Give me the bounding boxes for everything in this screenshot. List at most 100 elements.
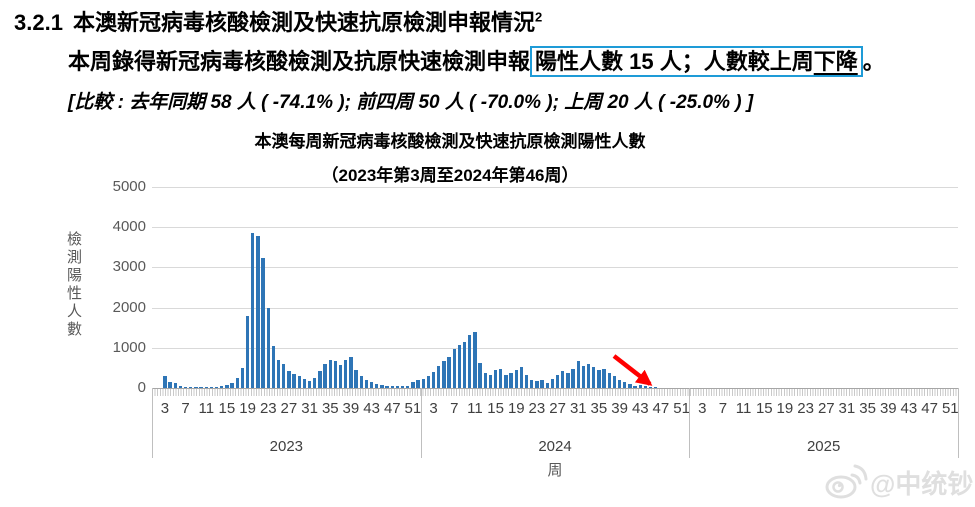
- bar: [251, 233, 255, 388]
- highlight-underlined-text: 下降: [813, 49, 858, 74]
- y-tick-label: 3000: [112, 258, 146, 276]
- x-tick-label: 47: [652, 400, 670, 417]
- bar: [638, 385, 642, 388]
- weibo-icon: [825, 464, 868, 499]
- bar: [261, 258, 265, 388]
- bar: [457, 345, 462, 388]
- bar: [493, 370, 498, 388]
- x-tick-label: 27: [549, 400, 566, 417]
- bar: [220, 386, 224, 388]
- bar: [540, 380, 544, 388]
- x-tick-label: 23: [528, 400, 546, 417]
- x-tick-label: 11: [467, 400, 483, 417]
- gridline-4000: [152, 227, 958, 229]
- chart-subtitle: （2023年第3周至2024年第46周）: [321, 166, 579, 185]
- x-tick-label: 7: [181, 400, 190, 417]
- bar: [566, 372, 570, 388]
- chart-title: 本澳每周新冠病毒核酸檢測及快速抗原檢測陽性人數: [254, 132, 646, 151]
- axis-separator: [958, 388, 959, 458]
- footnote-marker: 2: [534, 9, 543, 25]
- bar: [478, 362, 482, 388]
- y-axis-title: 檢測陽性人數: [65, 231, 82, 339]
- bar: [648, 387, 653, 388]
- x-tick-label: 31: [301, 400, 318, 417]
- section-number: 3.2.1: [14, 10, 63, 35]
- x-tick-label: 19: [239, 400, 256, 417]
- summary-line: 本周錄得新冠病毒核酸檢測及抗原快速檢測申報 陽性人數 15 人；人數較上周下降。: [68, 44, 885, 78]
- axis-separator: [689, 388, 691, 458]
- bar: [555, 374, 560, 388]
- bar: [499, 368, 503, 388]
- y-tick-label: 1000: [112, 338, 146, 356]
- x-tick-label: 11: [735, 400, 752, 417]
- x-tick-label: 19: [776, 400, 794, 417]
- bar: [411, 382, 415, 388]
- bar: [576, 361, 580, 388]
- bar: [571, 368, 575, 388]
- bar: [276, 359, 281, 388]
- x-tick-label: 27: [817, 400, 835, 417]
- x-tick-label: 7: [450, 400, 459, 417]
- bar: [581, 366, 586, 388]
- x-tick-label: 47: [921, 400, 938, 417]
- bar: [266, 308, 270, 388]
- bar: [369, 382, 374, 388]
- bar: [416, 380, 420, 388]
- bar: [168, 382, 172, 388]
- x-tick-label: 15: [487, 400, 504, 417]
- x-tick-label: 51: [404, 400, 422, 417]
- bar: [256, 236, 260, 388]
- bar: [504, 374, 508, 388]
- x-tick-label: 3: [429, 400, 438, 417]
- bar: [380, 384, 384, 388]
- bar: [313, 377, 317, 388]
- x-tick-label: 43: [900, 400, 918, 417]
- bar: [509, 372, 513, 388]
- bar: [462, 342, 467, 388]
- bar: [421, 379, 425, 388]
- bar: [633, 386, 637, 388]
- bar: [643, 386, 648, 388]
- bar: [354, 369, 358, 388]
- x-tick-label: 39: [611, 400, 628, 417]
- x-tick-label: 39: [342, 400, 360, 417]
- y-tick-label: 2000: [112, 298, 146, 316]
- x-tick-label: 31: [838, 400, 856, 417]
- summary-suffix: 。: [862, 49, 885, 74]
- bar: [225, 385, 229, 388]
- bar: [344, 360, 348, 388]
- x-tick-label: 27: [280, 400, 298, 417]
- bar: [209, 387, 214, 388]
- x-axis-title: 周: [547, 462, 563, 479]
- bar: [287, 371, 291, 388]
- bar: [592, 367, 596, 388]
- bar: [442, 361, 446, 388]
- bar: [524, 374, 529, 388]
- x-tick-label: 31: [569, 400, 587, 417]
- x-tick-label: 23: [797, 400, 814, 417]
- bar: [623, 382, 627, 388]
- year-label: 2023: [269, 438, 304, 455]
- x-tick-label: 39: [879, 400, 897, 417]
- bar: [514, 369, 518, 388]
- x-tick-label: 23: [259, 400, 277, 417]
- gridline-3000: [152, 267, 958, 269]
- bar: [535, 381, 539, 388]
- bar: [431, 372, 436, 388]
- year-label: 2024: [538, 438, 572, 455]
- gridline-2000: [152, 307, 958, 309]
- x-tick-label: 43: [631, 400, 649, 417]
- highlight-text: 陽性人數 15 人；人數較上周: [535, 49, 814, 74]
- axis-separator: [420, 388, 422, 458]
- bar: [426, 376, 431, 388]
- bar: [473, 332, 477, 388]
- x-tick-label: 35: [859, 400, 876, 417]
- bar: [245, 315, 250, 388]
- bar: [452, 349, 456, 388]
- bar: [235, 377, 239, 388]
- bar: [282, 364, 286, 388]
- bar: [530, 379, 534, 388]
- bar: [628, 384, 632, 388]
- x-tick-label: 35: [590, 400, 608, 417]
